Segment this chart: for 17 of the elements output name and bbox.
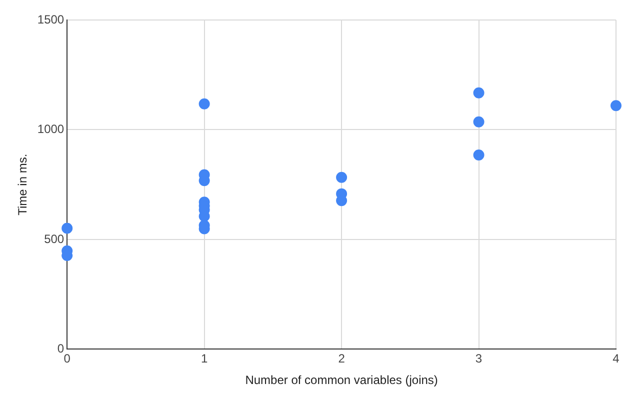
point	[473, 116, 484, 128]
y-axis-title: Time in ms.	[16, 154, 30, 216]
point	[336, 172, 348, 183]
y-tick-label: 0	[57, 342, 64, 356]
x-tick-label: 4	[612, 352, 620, 366]
point	[610, 100, 622, 112]
point	[198, 98, 210, 110]
x-tick-label: 3	[475, 352, 482, 366]
x-axis-title: Number of common variables (joins)	[245, 373, 438, 388]
point	[473, 87, 484, 98]
y-tick-label: 1000	[37, 122, 64, 136]
x-tick-label: 1	[200, 352, 208, 366]
point	[62, 222, 73, 234]
x-tick-label: 2	[338, 352, 346, 366]
point	[473, 149, 484, 160]
y-tick-label: 500	[44, 232, 64, 246]
y-tick-label: 1500	[37, 12, 64, 26]
